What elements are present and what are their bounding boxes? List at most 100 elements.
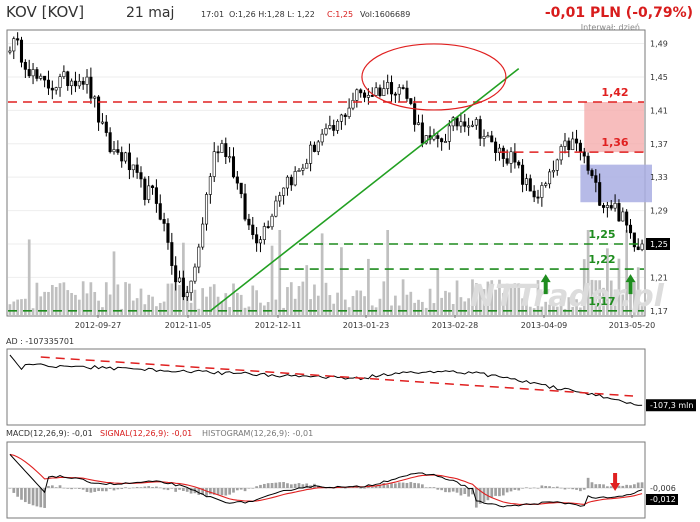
histogram-bar xyxy=(151,487,154,488)
histogram-bar xyxy=(166,488,170,491)
price-candle xyxy=(204,192,209,231)
candle-body xyxy=(266,226,270,228)
level-label: 1,22 xyxy=(588,253,615,266)
histogram-bar xyxy=(20,488,23,500)
price-candle xyxy=(124,151,128,164)
histogram-bar xyxy=(444,488,447,493)
price-candle xyxy=(127,143,131,180)
candle-body xyxy=(632,232,636,248)
candle-body xyxy=(617,203,621,222)
price-candle xyxy=(228,146,232,163)
candle-body xyxy=(355,89,359,101)
current-price-label: 1,25 xyxy=(650,240,668,249)
histogram-bar xyxy=(27,488,31,504)
candle-body xyxy=(77,80,81,87)
candle-body xyxy=(343,114,347,117)
histogram-bar xyxy=(309,485,312,488)
candle-body xyxy=(501,147,505,159)
volume-bar xyxy=(232,283,235,315)
histogram-bar xyxy=(563,488,567,490)
candle-body xyxy=(320,133,324,143)
histogram-bar xyxy=(494,488,497,496)
price-candle xyxy=(355,88,359,108)
volume-bar xyxy=(463,301,467,315)
zones xyxy=(580,102,652,203)
candle-body xyxy=(224,143,228,157)
histogram-bar xyxy=(424,487,428,488)
price-candle xyxy=(77,73,81,89)
close-label: C:1,25 xyxy=(327,10,353,19)
histogram-bar xyxy=(343,488,347,489)
price-candle xyxy=(31,62,35,85)
volume-bar xyxy=(474,283,478,315)
ad-line: -107,3 mln xyxy=(9,354,696,412)
volume-bar xyxy=(525,299,528,315)
price-candle xyxy=(632,232,636,252)
arrow-up-icon xyxy=(540,274,551,295)
price-candle xyxy=(231,147,236,179)
candle-body xyxy=(243,193,247,220)
price-candle xyxy=(16,32,20,46)
candle-body xyxy=(282,187,286,196)
histogram-bar xyxy=(633,484,636,488)
candle-body xyxy=(143,178,147,200)
candle-body xyxy=(517,161,521,166)
price-candle xyxy=(282,187,286,205)
volume-bar xyxy=(39,296,43,315)
histogram-bar xyxy=(77,488,81,489)
histogram-bar xyxy=(498,488,501,497)
candle-body xyxy=(332,125,336,131)
volume-bar xyxy=(586,230,590,315)
histogram-bar xyxy=(247,488,251,489)
price-candle xyxy=(201,217,205,250)
volume-bar xyxy=(313,284,316,315)
histogram-bar xyxy=(224,488,228,496)
price-candle xyxy=(112,141,116,155)
candle-body xyxy=(339,114,343,122)
volume-bar xyxy=(563,308,567,315)
histogram-bar xyxy=(235,488,239,491)
candle-body xyxy=(478,119,482,139)
price-candle xyxy=(73,71,77,93)
histogram-bar xyxy=(525,487,528,488)
volume-bar xyxy=(451,303,455,315)
price-candle xyxy=(470,120,475,128)
histogram-bar xyxy=(16,488,19,497)
price-candle xyxy=(8,46,12,55)
histogram-bar xyxy=(571,488,575,490)
candle-body xyxy=(127,152,131,171)
candle-body xyxy=(548,171,552,185)
price-candle xyxy=(370,87,374,97)
volume-bar xyxy=(413,302,417,315)
histogram-bar xyxy=(428,487,432,488)
volume-bar xyxy=(417,299,420,315)
histogram-bar xyxy=(97,488,100,492)
histogram-bar xyxy=(536,488,540,489)
signal-title: SIGNAL(12,26,9): -0,01 xyxy=(100,429,192,438)
histogram-bar xyxy=(35,488,39,507)
volume-bar xyxy=(440,297,443,315)
volume-bar xyxy=(382,281,386,315)
y-tick-label: 1,21 xyxy=(650,273,668,282)
price-candle xyxy=(216,145,220,163)
histogram-title: HISTOGRAM(12,26,9): -0,01 xyxy=(202,429,313,438)
price-candle xyxy=(243,183,247,222)
price-candle xyxy=(89,67,93,104)
price-candle xyxy=(594,169,598,193)
volume-bar xyxy=(220,301,224,315)
price-candle xyxy=(309,141,313,172)
volume-bar xyxy=(571,306,575,315)
volume-bar xyxy=(606,248,609,315)
volume-bar xyxy=(116,284,120,315)
candle-body xyxy=(378,87,382,96)
histogram-bar xyxy=(243,488,247,492)
macd-lines: -0,006 -0,012 xyxy=(8,453,678,508)
price-candle xyxy=(393,91,397,103)
histogram-bar xyxy=(394,483,397,488)
ad-value-tag xyxy=(646,399,696,412)
price-candle xyxy=(443,133,448,143)
candle-body xyxy=(366,94,370,98)
price-candle xyxy=(609,200,613,211)
candle-body xyxy=(239,182,243,195)
volume-bar xyxy=(209,286,212,315)
